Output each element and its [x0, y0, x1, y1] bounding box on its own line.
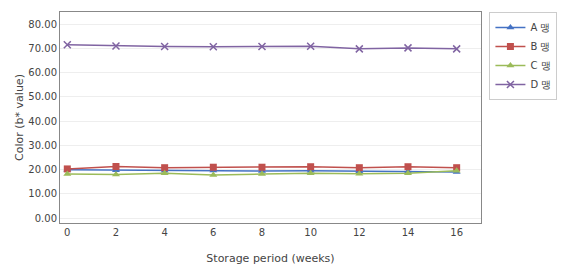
svg-text:A 맹: A 맹 [530, 22, 550, 33]
svg-text:70.00: 70.00 [28, 43, 57, 54]
svg-text:C 맹: C 맹 [530, 60, 550, 71]
svg-text:0: 0 [64, 227, 70, 238]
svg-text:6: 6 [210, 227, 216, 238]
svg-text:40.00: 40.00 [28, 116, 57, 127]
svg-text:60.00: 60.00 [28, 67, 57, 78]
svg-text:2: 2 [113, 227, 119, 238]
svg-text:8: 8 [259, 227, 265, 238]
svg-text:10: 10 [304, 227, 317, 238]
svg-text:20.00: 20.00 [28, 164, 57, 175]
svg-text:16: 16 [450, 227, 463, 238]
svg-text:0.00: 0.00 [35, 213, 57, 224]
svg-text:50.00: 50.00 [28, 91, 57, 102]
svg-text:14: 14 [402, 227, 415, 238]
svg-text:Color (b* value): Color (b* value) [13, 74, 26, 161]
svg-text:Storage period (weeks): Storage period (weeks) [206, 252, 334, 265]
svg-text:10.00: 10.00 [28, 188, 57, 199]
svg-text:30.00: 30.00 [28, 140, 57, 151]
svg-text:12: 12 [353, 227, 366, 238]
svg-text:80.00: 80.00 [28, 19, 57, 30]
svg-text:4: 4 [161, 227, 167, 238]
svg-text:B 맹: B 맹 [530, 41, 550, 52]
svg-text:D 맹: D 맹 [530, 79, 551, 90]
